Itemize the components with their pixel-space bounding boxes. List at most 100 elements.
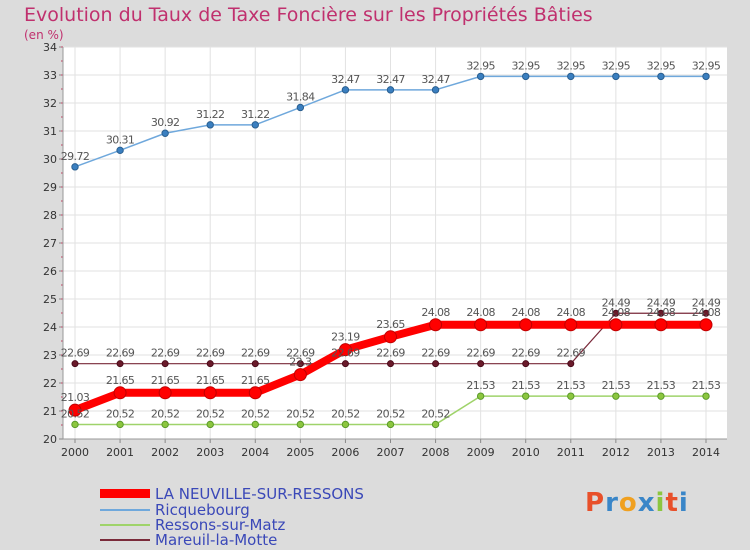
- data-point: [474, 318, 488, 332]
- y-tick-label: 32: [43, 97, 57, 110]
- x-tick-label: 2001: [106, 446, 134, 459]
- data-point: [296, 360, 304, 368]
- data-label: 22.69: [286, 347, 315, 360]
- data-label: 23.19: [331, 331, 360, 344]
- y-tick-label: 29: [43, 181, 57, 194]
- legend-swatch: [100, 509, 150, 511]
- data-point: [71, 360, 79, 368]
- legend-label: Ricquebourg: [155, 501, 250, 519]
- legend-swatch: [100, 539, 150, 541]
- data-point: [68, 403, 82, 417]
- data-point: [519, 318, 533, 332]
- data-label: 22.69: [61, 347, 90, 360]
- data-label: 20.52: [106, 407, 135, 420]
- data-point: [384, 330, 397, 344]
- data-point: [567, 392, 575, 400]
- x-tick-label: 2003: [196, 446, 224, 459]
- data-point: [113, 386, 127, 400]
- y-tick-label: 22: [43, 377, 57, 390]
- data-label: 24.08: [421, 306, 450, 319]
- data-label: 32.47: [376, 73, 405, 86]
- y-tick-label: 30: [43, 153, 57, 166]
- y-tick-label: 25: [43, 293, 57, 306]
- x-tick-label: 2005: [286, 446, 314, 459]
- data-point: [161, 129, 169, 137]
- data-label: 24.49: [647, 296, 676, 309]
- data-label: 32.95: [692, 59, 721, 72]
- data-label: 22.69: [421, 347, 450, 360]
- data-label: 32.95: [647, 59, 676, 72]
- data-label: 32.47: [421, 73, 450, 86]
- data-point: [654, 318, 668, 332]
- data-label: 31.22: [196, 108, 225, 121]
- chart-subtitle: (en %): [24, 28, 64, 42]
- chart-title: Evolution du Taux de Taxe Foncière sur l…: [24, 4, 593, 26]
- y-tick-label: 33: [43, 69, 57, 82]
- data-point: [338, 343, 352, 357]
- y-tick-label: 31: [43, 125, 57, 138]
- legend-swatch: [100, 524, 150, 526]
- logo-letter: P: [585, 488, 606, 518]
- data-point: [657, 309, 665, 317]
- x-tick-label: 2008: [422, 446, 450, 459]
- y-tick-label: 23: [43, 349, 57, 362]
- data-point: [702, 309, 710, 317]
- logo-letter: t: [665, 488, 679, 518]
- data-label: 24.08: [557, 306, 586, 319]
- data-point: [71, 163, 79, 171]
- data-label: 21.53: [466, 379, 495, 392]
- data-point: [657, 392, 665, 400]
- x-tick-label: 2014: [692, 446, 720, 459]
- y-tick-label: 27: [43, 237, 57, 250]
- data-label: 21.65: [106, 374, 135, 387]
- data-label: 20.52: [376, 407, 405, 420]
- data-label: 20.52: [331, 407, 360, 420]
- data-point: [612, 392, 620, 400]
- data-point: [476, 392, 485, 400]
- data-point: [116, 360, 124, 368]
- data-point: [429, 318, 443, 332]
- x-tick-label: 2011: [557, 446, 585, 459]
- data-point: [341, 420, 350, 429]
- logo-letter: x: [637, 488, 656, 518]
- data-point: [158, 386, 172, 400]
- data-point: [251, 121, 259, 129]
- x-tick-label: 2012: [602, 446, 630, 459]
- data-label: 24.08: [466, 306, 495, 319]
- data-point: [522, 72, 530, 81]
- data-label: 31.22: [241, 108, 270, 121]
- data-label: 30.92: [151, 116, 180, 129]
- data-label: 21.03: [61, 391, 90, 404]
- data-point: [477, 360, 485, 368]
- data-label: 21.53: [692, 379, 721, 392]
- y-tick-label: 34: [43, 41, 57, 54]
- data-point: [71, 420, 79, 429]
- legend-label: LA NEUVILLE-SUR-RESSONS: [155, 485, 364, 503]
- y-tick-label: 20: [43, 433, 57, 446]
- data-point: [116, 420, 124, 429]
- data-label: 22.69: [106, 347, 135, 360]
- data-point: [612, 72, 620, 81]
- data-label: 24.49: [602, 296, 631, 309]
- data-label: 22.69: [376, 347, 405, 360]
- data-label: 32.95: [511, 59, 540, 72]
- data-label: 20.52: [151, 407, 180, 420]
- logo-letter: o: [618, 488, 638, 518]
- data-point: [567, 360, 575, 368]
- data-label: 20.52: [286, 407, 315, 420]
- data-point: [296, 103, 305, 112]
- data-label: 24.08: [647, 306, 676, 319]
- data-label: 20.52: [421, 407, 450, 420]
- data-label: 32.95: [466, 59, 495, 72]
- data-point: [522, 392, 530, 400]
- data-point: [341, 86, 350, 94]
- data-label: 21.53: [511, 379, 540, 392]
- data-point: [567, 72, 575, 81]
- data-label: 20.52: [241, 407, 270, 420]
- data-point: [657, 72, 665, 81]
- data-point: [251, 420, 259, 429]
- data-point: [609, 318, 623, 332]
- data-label: 22.69: [151, 347, 180, 360]
- legend-label: Ressons-sur-Matz: [155, 516, 286, 534]
- y-tick-label: 21: [43, 405, 57, 418]
